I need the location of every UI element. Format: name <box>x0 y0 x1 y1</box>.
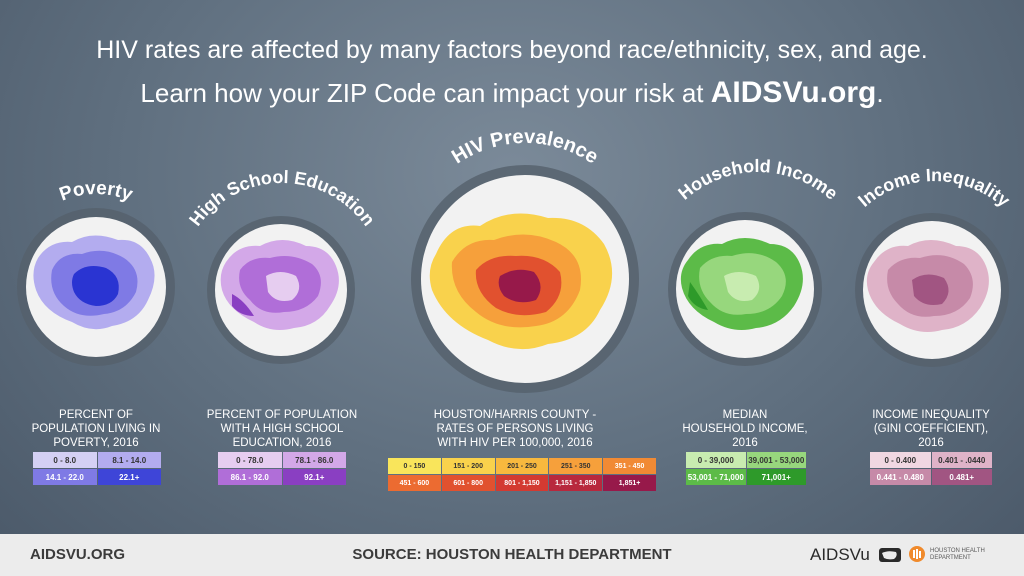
aidsvu-logo: AIDSVu <box>810 545 902 565</box>
legend-cell: 0 - 8.0 <box>33 452 97 468</box>
legend-cell: 451 - 600 <box>388 475 441 491</box>
legend-cell: 92.1+ <box>282 469 346 485</box>
legend-cell: 22.1+ <box>97 469 161 485</box>
headline-suffix: . <box>876 78 884 108</box>
desc-line: WITH HIV PER 100,000, 2016 <box>437 437 593 449</box>
desc-line: 2016 <box>732 437 758 449</box>
footer-bar: AIDSVU.ORG SOURCE: HOUSTON HEALTH DEPART… <box>0 534 1024 576</box>
desc-line: PERCENT OF POPULATION <box>206 409 358 421</box>
hiv-prevalence-description: HOUSTON/HARRIS COUNTY - RATES OF PERSONS… <box>430 408 600 450</box>
desc-line: HOUSTON/HARRIS COUNTY - <box>433 409 597 421</box>
legend-cell: 78.1 - 86.0 <box>282 452 346 468</box>
headline-line1: HIV rates are affected by many factors b… <box>96 36 928 64</box>
legend-cell: 801 - 1,150 <box>495 475 549 491</box>
hiv-prevalence-legend: 0 - 150 151 - 200 201 - 250 251 - 350 35… <box>388 458 656 491</box>
desc-line: EDUCATION, 2016 <box>232 437 332 449</box>
legend-cell: 601 - 800 <box>441 475 495 491</box>
legend-cell: 1,851+ <box>603 475 656 491</box>
legend-cell: 151 - 200 <box>441 458 495 474</box>
legend-cell: 86.1 - 92.0 <box>218 469 282 485</box>
legend-cell: 8.1 - 14.0 <box>97 452 161 468</box>
legend-cell: 0 - 0.400 <box>870 452 931 468</box>
income-inequality-description: INCOME INEQUALITY (GINI COEFFICIENT), 20… <box>856 408 1006 450</box>
map-region-core <box>72 266 119 306</box>
map-region-dark <box>232 294 254 316</box>
desc-line: POPULATION LIVING IN <box>31 423 161 435</box>
legend-cell: 71,001+ <box>746 469 806 485</box>
legend-cell: 0 - 39,000 <box>686 452 746 468</box>
household-income-legend: 0 - 39,000 39,001 - 53,000 53,001 - 71,0… <box>686 452 806 485</box>
high-school-education-legend: 0 - 78.0 78.1 - 86.0 86.1 - 92.0 92.1+ <box>218 452 346 485</box>
map-region-core <box>498 269 541 303</box>
headline-line2: Learn how your ZIP Code can impact your … <box>0 76 1024 110</box>
legend-cell: 0 - 150 <box>388 458 441 474</box>
partner-line2: DEPARTMENT <box>930 555 971 561</box>
desc-line: MEDIAN <box>722 409 768 421</box>
poverty-legend: 0 - 8.0 8.1 - 14.0 14.1 - 22.0 22.1+ <box>33 452 161 485</box>
legend-cell: 201 - 250 <box>495 458 549 474</box>
us-map-icon <box>878 547 901 562</box>
legend-cell: 14.1 - 22.0 <box>33 469 97 485</box>
desc-line: RATES OF PERSONS LIVING <box>436 423 594 435</box>
map-region-core <box>266 272 300 301</box>
income-inequality-legend: 0 - 0.400 0.401 - .0440 0.441 - 0.480 0.… <box>870 452 992 485</box>
legend-cell: 0.401 - .0440 <box>931 452 992 468</box>
legend-cell: 0.481+ <box>931 469 992 485</box>
legend-cell: 351 - 450 <box>603 458 656 474</box>
desc-line: WITH A HIGH SCHOOL <box>220 423 344 435</box>
footer-source: SOURCE: HOUSTON HEALTH DEPARTMENT <box>352 546 672 563</box>
legend-cell: 0 - 78.0 <box>218 452 282 468</box>
desc-line: (GINI COEFFICIENT), <box>873 423 989 435</box>
legend-cell: 251 - 350 <box>549 458 603 474</box>
houston-health-logo: HOUSTON HEALTH DEPARTMENT <box>909 546 985 562</box>
desc-line: HOUSEHOLD INCOME, <box>682 423 808 435</box>
income-inequality-title: Income Inequality <box>854 165 1014 211</box>
household-income-description: MEDIAN HOUSEHOLD INCOME, 2016 <box>670 408 820 450</box>
footer-url[interactable]: AIDSVU.ORG <box>30 546 126 563</box>
map-region-core <box>724 272 760 301</box>
partner-line1: HOUSTON HEALTH <box>930 548 985 554</box>
legend-cell: 39,001 - 53,000 <box>746 452 806 468</box>
legend-cell: 53,001 - 71,000 <box>686 469 746 485</box>
poverty-description: PERCENT OF POPULATION LIVING IN POVERTY,… <box>26 408 166 450</box>
map-region-core <box>912 274 949 305</box>
desc-line: PERCENT OF <box>59 409 133 421</box>
high-school-education-description: PERCENT OF POPULATION WITH A HIGH SCHOOL… <box>206 408 358 450</box>
legend-cell: 0.441 - 0.480 <box>870 469 931 485</box>
desc-line: POVERTY, 2016 <box>53 437 139 449</box>
desc-line: INCOME INEQUALITY <box>872 409 990 421</box>
legend-cell: 1,151 - 1,850 <box>549 475 603 491</box>
map-region-dark <box>688 282 708 310</box>
aidsvu-site-name: AIDSVu.org <box>710 76 877 109</box>
desc-line: 2016 <box>918 437 944 449</box>
headline-prefix: Learn how your ZIP Code can impact your … <box>140 78 711 108</box>
houston-health-icon <box>909 546 925 562</box>
aidsvu-logo-text: AIDSVu <box>810 545 870 564</box>
